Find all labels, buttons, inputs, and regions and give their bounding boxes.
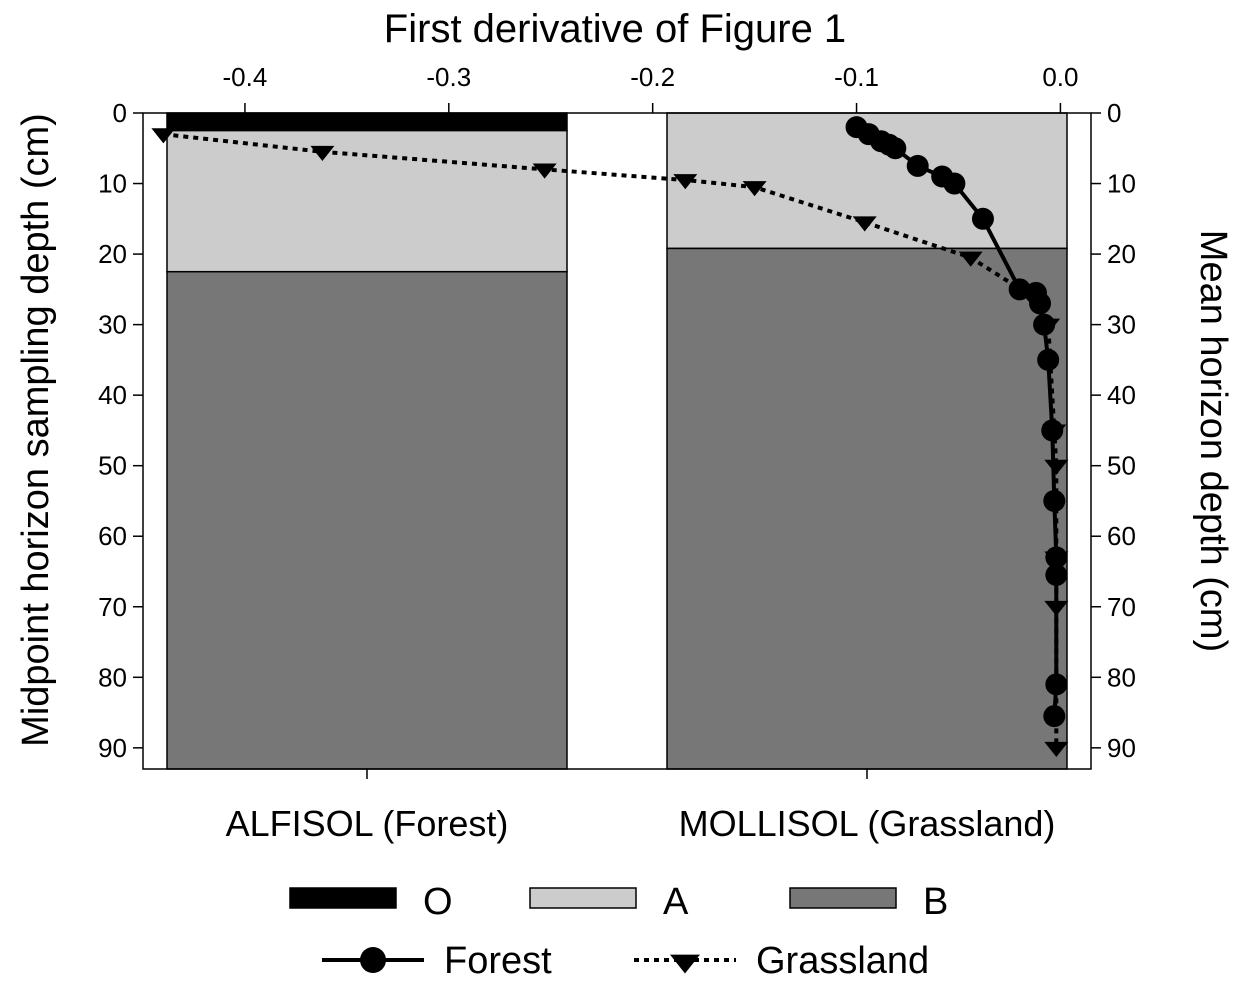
data-point-grassland <box>310 145 335 161</box>
data-point-grassland <box>151 128 176 144</box>
legend-marker-grassland <box>670 954 700 974</box>
legend-swatch-o <box>289 887 397 909</box>
y-left-tick-label: 40 <box>98 380 127 410</box>
plot-frame <box>142 112 1092 770</box>
horizon-b-band <box>666 247 1068 770</box>
legend-label-a: A <box>663 881 689 923</box>
y-right-tick-label: 20 <box>1107 239 1136 269</box>
x-top-tick-label: 0.0 <box>1042 62 1078 92</box>
series-forest <box>845 116 1068 728</box>
legend-swatch-a <box>529 887 637 909</box>
y-left-tick-label: 70 <box>98 592 127 622</box>
data-point-forest <box>1037 348 1060 371</box>
data-point-grassland <box>852 216 877 232</box>
y-right-tick-label: 60 <box>1107 521 1136 551</box>
category-label: MOLLISOL (Grassland) <box>679 803 1056 844</box>
y-right-tick-label: 70 <box>1107 592 1136 622</box>
y-left-tick-label: 80 <box>98 662 127 692</box>
x-top-tick-label: -0.2 <box>630 62 675 92</box>
data-point-forest <box>971 207 994 230</box>
legend-label-b: B <box>923 881 948 923</box>
x-top-tick-label: -0.4 <box>223 62 268 92</box>
data-point-grassland <box>1044 741 1069 758</box>
y-right-tick-label: 10 <box>1107 169 1136 199</box>
data-point-forest <box>1041 419 1064 442</box>
data-point-forest <box>1029 292 1052 315</box>
soil-category-labels: ALFISOL (Forest) MOLLISOL (Grassland) <box>226 769 1056 844</box>
legend-swatch-b <box>789 887 897 909</box>
data-point-grassland <box>1044 459 1069 475</box>
y-right-tick-label: 0 <box>1107 98 1121 128</box>
horizon-b-band <box>166 270 568 770</box>
y-left-tick-label: 0 <box>113 98 127 128</box>
y-left-tick-label: 90 <box>98 733 127 763</box>
x-top-tick-label: -0.3 <box>426 62 471 92</box>
data-point-grassland <box>673 174 698 190</box>
data-point-grassland <box>532 163 557 179</box>
legend-label-grassland: Grassland <box>756 940 929 982</box>
y-left-tick-label: 60 <box>98 521 127 551</box>
y-left-tick-label: 10 <box>98 169 127 199</box>
x-top-tick-label: -0.1 <box>834 62 879 92</box>
y-left-tick-label: 50 <box>98 451 127 481</box>
legend: O A B Forest Grassland <box>289 881 948 982</box>
data-point-forest <box>1045 546 1068 569</box>
data-point-forest <box>1043 705 1066 728</box>
plot-border <box>142 112 1092 770</box>
horizon-a-band <box>166 129 568 273</box>
data-point-forest <box>1045 673 1068 696</box>
data-point-forest <box>1033 313 1056 336</box>
series-layer <box>151 116 1069 758</box>
horizon-o-band <box>166 112 568 132</box>
y-left-tick-label: 20 <box>98 239 127 269</box>
y-left-tick-label: 30 <box>98 310 127 340</box>
y-right-tick-label: 50 <box>1107 451 1136 481</box>
data-point-forest <box>1043 489 1066 512</box>
axes: -0.4 -0.3 -0.2 -0.1 0.0 0 0 10 10 20 20 30 30 40 40 50 5… <box>98 62 1136 763</box>
chart-title: First derivative of Figure 1 <box>384 7 846 51</box>
data-point-forest <box>943 172 966 195</box>
y-right-tick-label: 30 <box>1107 310 1136 340</box>
legend-label-o: O <box>423 881 453 923</box>
data-point-grassland <box>742 181 767 197</box>
y-right-tick-label: 90 <box>1107 733 1136 763</box>
data-point-forest <box>906 154 929 177</box>
data-point-forest <box>1045 564 1068 587</box>
y-right-tick-label: 40 <box>1107 380 1136 410</box>
legend-marker-forest <box>360 947 386 973</box>
soil-horizon-panels <box>166 112 1068 770</box>
category-label: ALFISOL (Forest) <box>226 803 509 844</box>
y-axis-title-right: Mean horizon depth (cm) <box>1192 230 1234 652</box>
legend-label-forest: Forest <box>444 940 552 982</box>
y-right-tick-label: 80 <box>1107 662 1136 692</box>
data-point-forest <box>884 137 907 160</box>
data-point-grassland <box>958 251 983 267</box>
y-axis-title-left: Midpoint horizon sampling depth (cm) <box>15 113 57 747</box>
